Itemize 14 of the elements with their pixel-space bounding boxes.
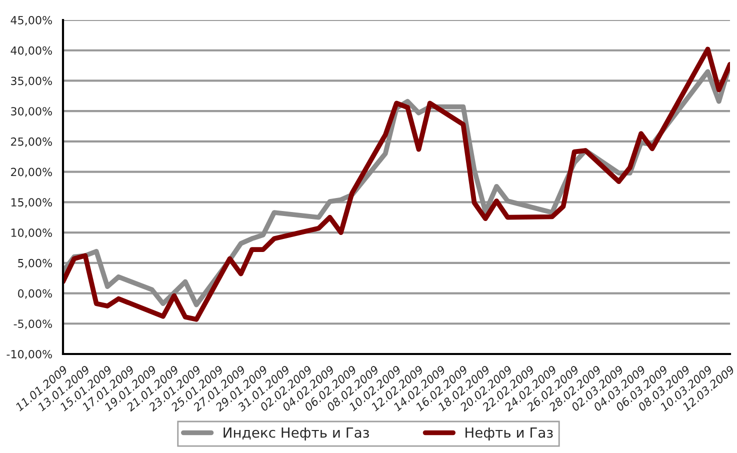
legend-label: Индекс Нефть и Газ <box>224 427 369 440</box>
legend-label: Нефть и Газ <box>466 427 553 440</box>
y-tick-label: -10,00% <box>6 350 52 360</box>
y-tick-label: 35,00% <box>11 76 52 86</box>
y-tick-label: 30,00% <box>11 107 52 117</box>
y-tick-label: 5,00% <box>18 258 52 268</box>
y-tick-label: 25,00% <box>11 137 52 147</box>
y-tick-label: 15,00% <box>11 198 52 208</box>
y-tick-label: 45,00% <box>10 16 52 26</box>
y-tick-label: 20,00% <box>11 168 52 178</box>
y-tick-label: -5,00% <box>14 320 52 330</box>
y-tick-label: 0,00% <box>18 289 52 299</box>
y-tick-label: 40,00% <box>10 46 52 56</box>
y-tick-label: 10,00% <box>11 228 52 238</box>
